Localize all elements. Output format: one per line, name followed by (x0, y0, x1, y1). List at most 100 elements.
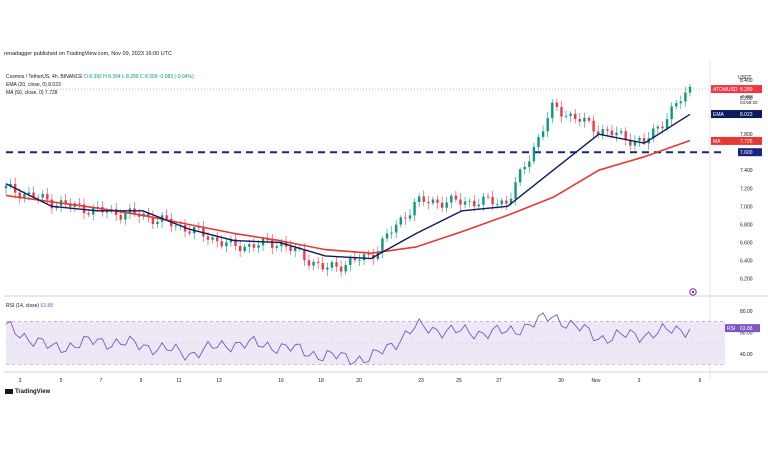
candle-body[interactable] (583, 117, 586, 122)
candle-body[interactable] (610, 130, 614, 136)
candle-body[interactable] (564, 115, 568, 117)
alert-icon[interactable] (689, 288, 697, 296)
candle-body[interactable] (46, 194, 49, 200)
candle-body[interactable] (202, 227, 205, 237)
candle-body[interactable] (633, 140, 637, 146)
candle-body[interactable] (243, 246, 246, 252)
candle-body[interactable] (395, 224, 398, 233)
candle-body[interactable] (592, 120, 595, 132)
candle-body[interactable] (367, 254, 370, 255)
candle-body[interactable] (665, 119, 669, 129)
candle-body[interactable] (362, 254, 366, 261)
candle-body[interactable] (445, 202, 448, 208)
candle-body[interactable] (532, 147, 536, 162)
candle-body[interactable] (404, 217, 407, 219)
candle-body[interactable] (408, 215, 412, 219)
rsi-pane[interactable] (5, 312, 725, 366)
candle-body[interactable] (252, 244, 256, 248)
candle-body[interactable] (555, 102, 559, 108)
candle-body[interactable] (316, 261, 320, 264)
candle-body[interactable] (307, 260, 311, 266)
candle-body[interactable] (468, 200, 471, 202)
candle-body[interactable] (215, 237, 219, 242)
candle-body[interactable] (9, 183, 12, 186)
candle-body[interactable] (294, 247, 297, 251)
candle-body[interactable] (349, 258, 352, 266)
ema-badge[interactable]: EMA 8.023 (711, 110, 762, 119)
candle-body[interactable] (385, 233, 389, 239)
candle-body[interactable] (473, 200, 476, 207)
candle-body[interactable] (321, 263, 324, 270)
ma-50-line[interactable] (5, 139, 691, 254)
candle-body[interactable] (661, 126, 664, 129)
candle-body[interactable] (87, 213, 90, 215)
candle-body[interactable] (560, 107, 563, 117)
candle-body[interactable] (124, 213, 127, 220)
candle-body[interactable] (289, 246, 292, 251)
candle-body[interactable] (638, 137, 641, 141)
candle-body[interactable] (50, 199, 54, 209)
candle-body[interactable] (450, 195, 453, 203)
candle-body[interactable] (211, 237, 214, 240)
candle-body[interactable] (656, 126, 660, 129)
candle-body[interactable] (615, 132, 618, 136)
rsi-badge[interactable]: RSI 63.88 (725, 324, 760, 333)
candle-body[interactable] (601, 129, 604, 135)
candle-body[interactable] (339, 266, 343, 272)
candle-body[interactable] (151, 216, 155, 225)
candle-body[interactable] (390, 232, 393, 234)
candle-body[interactable] (4, 185, 8, 189)
candle-body[interactable] (234, 238, 237, 247)
candle-body[interactable] (82, 204, 86, 214)
candle-body[interactable] (27, 192, 31, 195)
candle-body[interactable] (312, 261, 315, 266)
candle-body[interactable] (174, 225, 178, 227)
candle-body[interactable] (271, 240, 274, 248)
candle-body[interactable] (326, 267, 329, 270)
candle-body[interactable] (303, 249, 306, 261)
candle-body[interactable] (670, 106, 673, 120)
candle-body[interactable] (652, 128, 655, 139)
candle-body[interactable] (477, 204, 481, 207)
candle-body[interactable] (41, 194, 44, 198)
candle-body[interactable] (514, 182, 517, 199)
candle-body[interactable] (188, 231, 191, 234)
candle-body[interactable] (551, 102, 554, 119)
price-axis[interactable]: 8.4008.2008.0007.8007.4007.2007.0006.800… (711, 78, 762, 282)
candle-body[interactable] (619, 131, 623, 133)
candle-body[interactable] (679, 101, 683, 104)
candle-body[interactable] (569, 113, 572, 116)
ma-legend[interactable]: MA (50, close, 0) 7.728 (6, 90, 57, 96)
candle-body[interactable] (491, 196, 494, 205)
candle-body[interactable] (436, 199, 439, 203)
candle-body[interactable] (546, 118, 549, 132)
candle-body[interactable] (688, 86, 692, 93)
candle-body[interactable] (523, 166, 526, 170)
candle-body[interactable] (518, 169, 522, 183)
candle-body[interactable] (596, 131, 600, 135)
candle-body[interactable] (431, 199, 435, 204)
candle-body[interactable] (23, 194, 26, 199)
level-badge[interactable]: 7.600 (738, 148, 762, 157)
candle-body[interactable] (624, 131, 627, 140)
candle-body[interactable] (422, 196, 425, 202)
candle-body[interactable] (459, 199, 462, 205)
candle-body[interactable] (147, 213, 150, 217)
candle-body[interactable] (229, 238, 233, 243)
candle-body[interactable] (32, 192, 35, 198)
candle-body[interactable] (417, 196, 421, 203)
candle-body[interactable] (36, 197, 40, 199)
candle-body[interactable] (238, 246, 242, 252)
candle-body[interactable] (114, 208, 118, 216)
main-price-pane[interactable] (4, 83, 725, 277)
rsi-legend[interactable]: RSI (14, close) 63.88 (6, 303, 53, 309)
candle-body[interactable] (280, 241, 283, 247)
candle-body[interactable] (344, 265, 347, 272)
candle-body[interactable] (381, 238, 384, 252)
symbol-legend[interactable]: Cosmos / TetherUS, 4h, BINANCE O 8.392 H… (6, 74, 194, 80)
candle-body[interactable] (275, 246, 279, 248)
candle-body[interactable] (629, 139, 632, 146)
candle-body[interactable] (541, 131, 545, 137)
candle-body[interactable] (413, 202, 416, 216)
